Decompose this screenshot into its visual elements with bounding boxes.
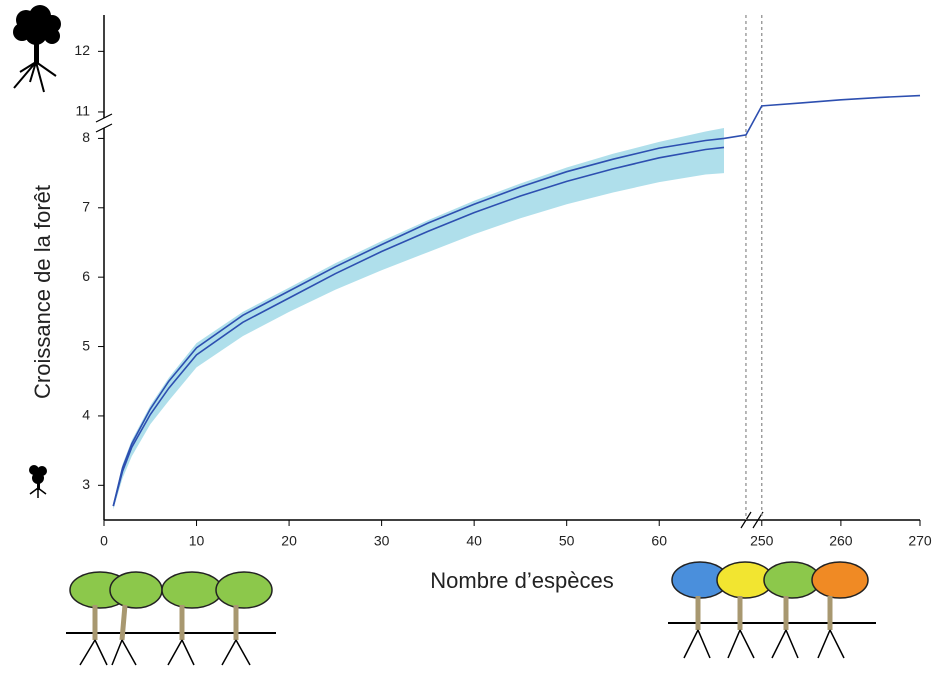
small-tree-icon [29, 465, 47, 498]
y-tick-label: 8 [82, 129, 90, 145]
x-tick-label: 20 [281, 533, 297, 549]
main-layer: 3 4 5 6 7 8 11 12 0 10 20 30 40 50 60 250 260 270 [74, 15, 932, 549]
series-line [112, 146, 725, 507]
y-tick-label: 11 [75, 103, 90, 119]
x-tick-label: 0 [100, 533, 108, 549]
x-tick-label: 250 [750, 533, 774, 549]
monoculture-illustration [66, 571, 276, 666]
y-axis-break [95, 113, 113, 133]
big-tree-icon [13, 5, 61, 93]
x-tick-label: 260 [829, 533, 853, 549]
y-axis-label: Croissance de la forêt [30, 185, 55, 399]
x-tick-label: 30 [374, 533, 390, 549]
series-line [112, 94, 921, 507]
x-tick-label: 60 [651, 533, 667, 549]
y-tick-label: 4 [82, 407, 90, 423]
mixed-forest-illustration [668, 561, 876, 659]
confidence-band [113, 128, 725, 510]
x-tick-label: 40 [466, 533, 482, 549]
x-axis-label: Nombre d’espèces [430, 568, 613, 593]
y-tick-label: 5 [82, 337, 90, 353]
y-tick-label: 3 [82, 476, 90, 492]
x-tick-label: 50 [559, 533, 575, 549]
band-layer [113, 128, 725, 510]
y-tick-label: 6 [82, 268, 90, 284]
y-tick-label: 12 [74, 42, 90, 58]
x-tick-label: 270 [908, 533, 932, 549]
x-tick-label: 10 [189, 533, 205, 549]
y-tick-label: 7 [82, 198, 90, 214]
